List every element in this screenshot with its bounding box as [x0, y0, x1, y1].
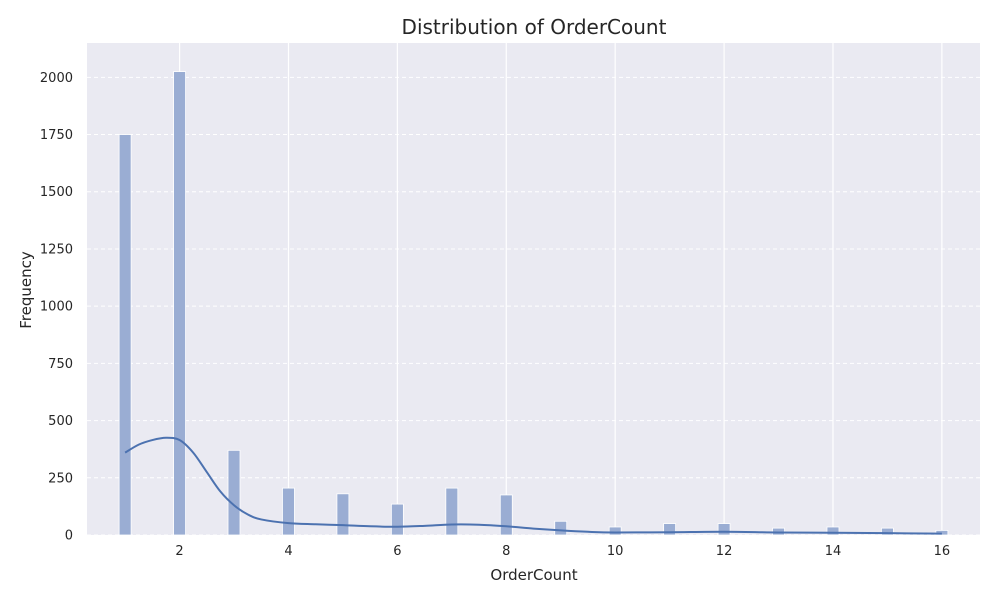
histogram-bar: [445, 487, 459, 536]
histogram-bar: [173, 71, 186, 536]
y-axis-label: Frequency: [17, 251, 35, 329]
histogram-bar: [336, 493, 350, 536]
y-tick-label: 500: [48, 414, 73, 429]
x-tick-label: 6: [393, 544, 401, 559]
y-tick-label: 1250: [40, 242, 73, 257]
x-tick-label: 4: [284, 544, 292, 559]
histogram-bar: [717, 523, 731, 536]
x-tick-label: 12: [716, 544, 733, 559]
x-axis-ticks: 2 4 6 8 10 12 14 16: [175, 544, 950, 559]
histogram-bar: [499, 494, 513, 536]
histogram-bar: [554, 520, 568, 536]
y-tick-label: 250: [48, 471, 73, 486]
x-tick-label: 16: [934, 544, 951, 559]
histogram-bar: [390, 503, 404, 536]
y-tick-label: 0: [65, 529, 73, 544]
histogram-bar: [608, 526, 622, 536]
y-tick-label: 1750: [40, 128, 73, 143]
plot-area: [87, 43, 980, 535]
histogram-bar: [118, 134, 132, 536]
y-tick-label: 1500: [40, 185, 73, 200]
x-axis-label: OrderCount: [490, 566, 577, 584]
y-tick-label: 2000: [40, 71, 73, 86]
histogram-bar: [227, 449, 241, 536]
x-tick-label: 8: [502, 544, 510, 559]
histogram-bar: [826, 526, 840, 536]
histogram-bars: [118, 71, 949, 536]
x-tick-label: 10: [607, 544, 624, 559]
histogram-bar: [881, 527, 894, 536]
kde-curve: [124, 436, 942, 535]
x-gridlines: [178, 43, 943, 535]
histogram-bar: [663, 523, 677, 536]
histogram-bar: [282, 487, 295, 536]
y-tick-label: 750: [48, 357, 73, 372]
y-tick-label: 1000: [40, 300, 73, 315]
x-tick-label: 14: [825, 544, 842, 559]
y-axis-ticks: 0 250 500 750 1000 1250 1500 1750 2000: [40, 71, 73, 544]
chart-title: Distribution of OrderCount: [402, 15, 667, 39]
x-tick-label: 2: [175, 544, 183, 559]
